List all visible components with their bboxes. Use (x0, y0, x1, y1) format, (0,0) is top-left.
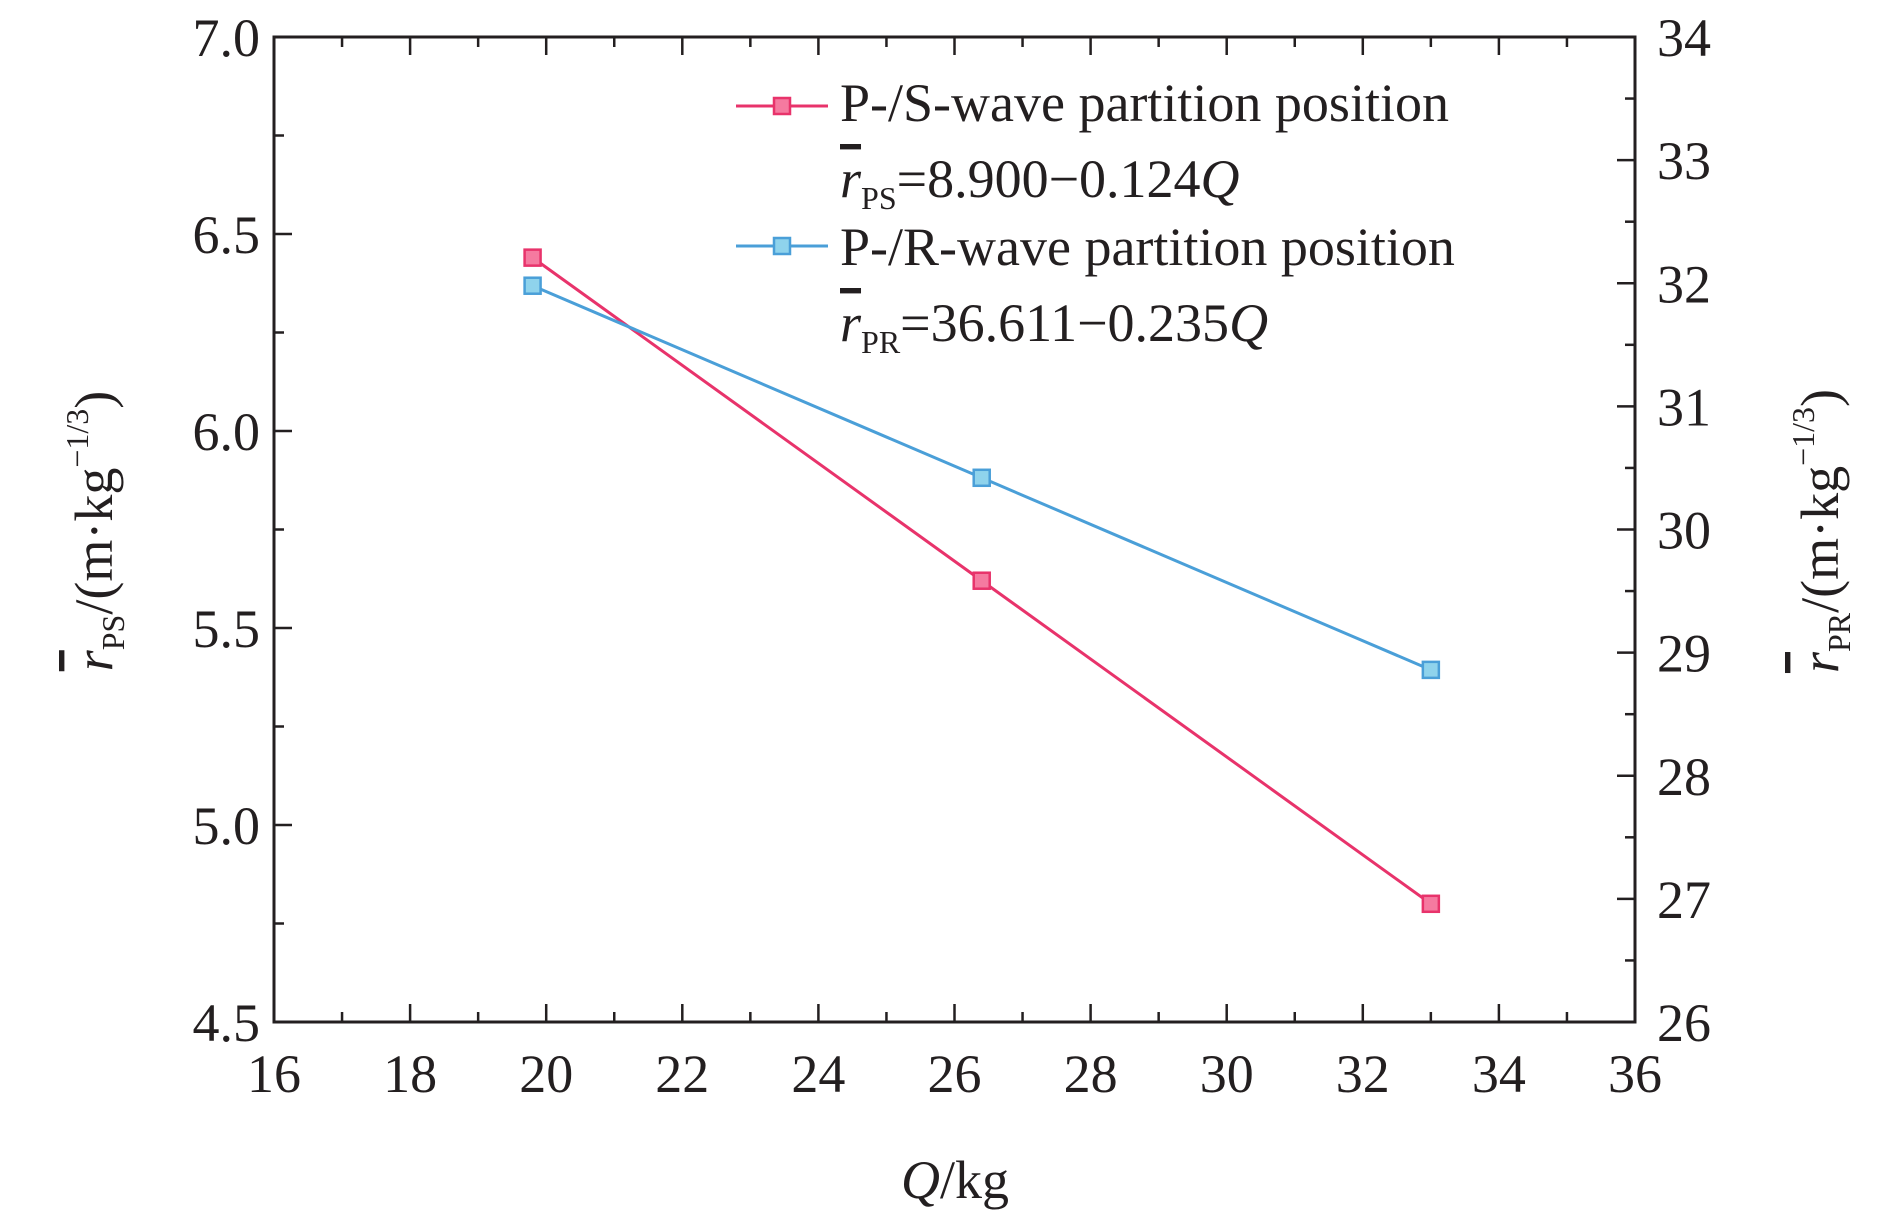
legend-eq-pr-ivar: Q (1229, 293, 1268, 353)
y-left-tick-label: 7.0 (193, 8, 261, 68)
y-left-tick-label: 4.5 (193, 993, 261, 1053)
axis-ticks: 16 18 20 22 24 26 28 30 32 34 36 4.5 5.0 5.5 6.0 6.5 7.0… (193, 8, 1712, 1104)
legend: P-/S-wave partition position rPS=8.900−0… (736, 73, 1455, 360)
x-axis-label-var: Q (901, 1150, 940, 1210)
legend-eq-ps-ivar: Q (1201, 149, 1240, 209)
y-right-tick-label: 27 (1657, 870, 1711, 930)
y-right-tick-label: 32 (1657, 254, 1711, 314)
svg-text:rPS/(m·kg−1/3): rPS/(m·kg−1/3) (59, 391, 131, 672)
legend-label-ps: P-/S-wave partition position (840, 73, 1449, 133)
y-right-axis-label: rPR/(m·kg−1/3) (1785, 389, 1857, 673)
x-axis-label: Q/kg (901, 1150, 1009, 1210)
y-left-axis-label: rPS/(m·kg−1/3) (59, 391, 131, 672)
y-right-tick-label: 31 (1657, 377, 1711, 437)
series-1-point (972, 468, 991, 488)
y-right-tick-label: 34 (1657, 8, 1711, 68)
x-tick-label: 26 (928, 1044, 982, 1104)
series-0-point (972, 571, 991, 590)
x-tick-label: 30 (1200, 1044, 1254, 1104)
legend-eq-ps-var: r (840, 149, 862, 209)
x-tick-label: 18 (383, 1044, 437, 1104)
y-right-label-sup: −1/3 (1785, 407, 1821, 466)
y-right-tick-label: 33 (1657, 131, 1711, 191)
y-left-label-var: r (64, 649, 124, 671)
series-1-point (523, 276, 542, 295)
y-left-label-close: ) (64, 391, 124, 409)
y-left-tick-label: 6.0 (193, 402, 261, 462)
y-left-tick-label: 6.5 (193, 205, 261, 265)
x-tick-label: 24 (791, 1044, 845, 1104)
legend-eq-pr-var: r (840, 293, 862, 353)
y-right-label-unit: /(m·kg (1790, 466, 1850, 613)
y-left-label-unit: /(m·kg (64, 468, 124, 615)
y-right-label-var: r (1790, 651, 1850, 673)
y-right-label-sub: PR (1821, 612, 1857, 652)
x-axis-label-unit: /kg (940, 1150, 1009, 1210)
x-tick-label: 32 (1336, 1044, 1390, 1104)
x-tick-label: 28 (1064, 1044, 1118, 1104)
y-right-tick-label: 26 (1657, 993, 1711, 1053)
svg-text:rPR/(m·kg−1/3): rPR/(m·kg−1/3) (1785, 389, 1857, 673)
legend-equation-ps: rPS=8.900−0.124Q (840, 149, 1240, 216)
legend-equation-pr: rPR=36.611−0.235Q (840, 293, 1268, 360)
legend-marker-pr (772, 236, 792, 256)
legend-eq-ps-sub: PS (861, 180, 897, 216)
x-tick-label: 34 (1472, 1044, 1526, 1104)
legend-eq-pr-rest: =36.611−0.235 (900, 293, 1229, 353)
x-tick-label: 36 (1608, 1044, 1662, 1104)
series-layer (523, 248, 1441, 914)
series-1-point (1421, 660, 1441, 680)
y-right-label-close: ) (1790, 389, 1850, 407)
x-tick-label: 22 (655, 1044, 709, 1104)
y-right-tick-label: 30 (1657, 501, 1711, 561)
legend-marker-ps (772, 96, 792, 116)
legend-eq-pr-sub: PR (861, 324, 901, 360)
x-tick-label: 20 (519, 1044, 573, 1104)
series-0-point (523, 248, 542, 267)
y-left-label-sub: PS (95, 615, 131, 651)
y-right-tick-label: 29 (1657, 624, 1711, 684)
x-tick-label: 16 (247, 1044, 301, 1104)
legend-eq-ps-rest: =8.900−0.124 (897, 149, 1201, 209)
y-right-tick-label: 28 (1657, 747, 1711, 807)
legend-label-pr: P-/R-wave partition position (840, 217, 1455, 277)
y-left-tick-label: 5.0 (193, 796, 261, 856)
series-0-point (1421, 894, 1441, 914)
y-left-tick-label: 5.5 (193, 599, 261, 659)
y-left-label-sup: −1/3 (59, 409, 95, 468)
